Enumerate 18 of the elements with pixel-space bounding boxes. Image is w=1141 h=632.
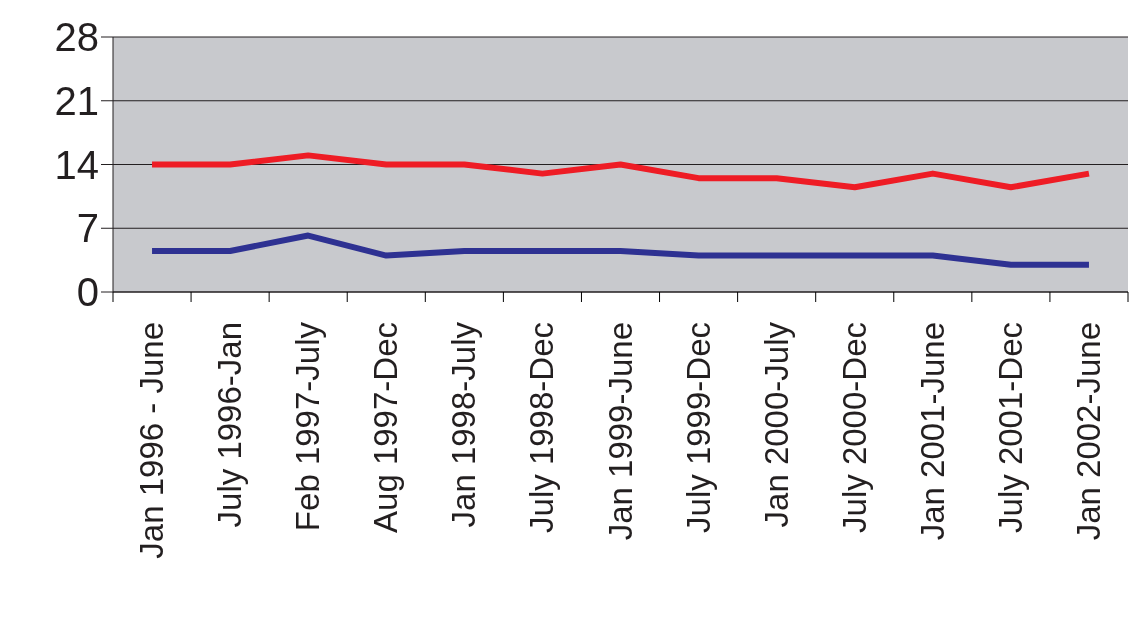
y-tick-label: 28 (54, 15, 99, 60)
x-tick-label: Aug 1997-Dec (367, 322, 405, 533)
x-tick-label: Jan 1999-June (601, 322, 639, 541)
x-tick-label: July 1998-Dec (523, 322, 561, 533)
y-tick-label: 21 (54, 78, 99, 123)
x-tick-label: Jan 1996 - June (133, 322, 171, 559)
x-tick-label: July 2001-Dec (991, 322, 1029, 533)
x-tick-label: July 1999-Dec (679, 322, 717, 533)
x-tick-label: Jan 2000-July (757, 321, 795, 528)
x-tick-label: Feb 1997-July (289, 321, 327, 532)
y-tick-label: 7 (76, 206, 99, 251)
y-tick-label: 0 (76, 270, 99, 315)
x-tick-label: Jan 2002-June (1069, 322, 1107, 541)
x-tick-label: Jan 1998-July (445, 321, 483, 528)
x-tick-label: Jan 2001-June (913, 322, 951, 541)
y-tick-label: 14 (54, 142, 99, 187)
x-tick-label: July 2000-Dec (835, 322, 873, 533)
x-tick-label: July 1996-Jan (211, 322, 249, 528)
